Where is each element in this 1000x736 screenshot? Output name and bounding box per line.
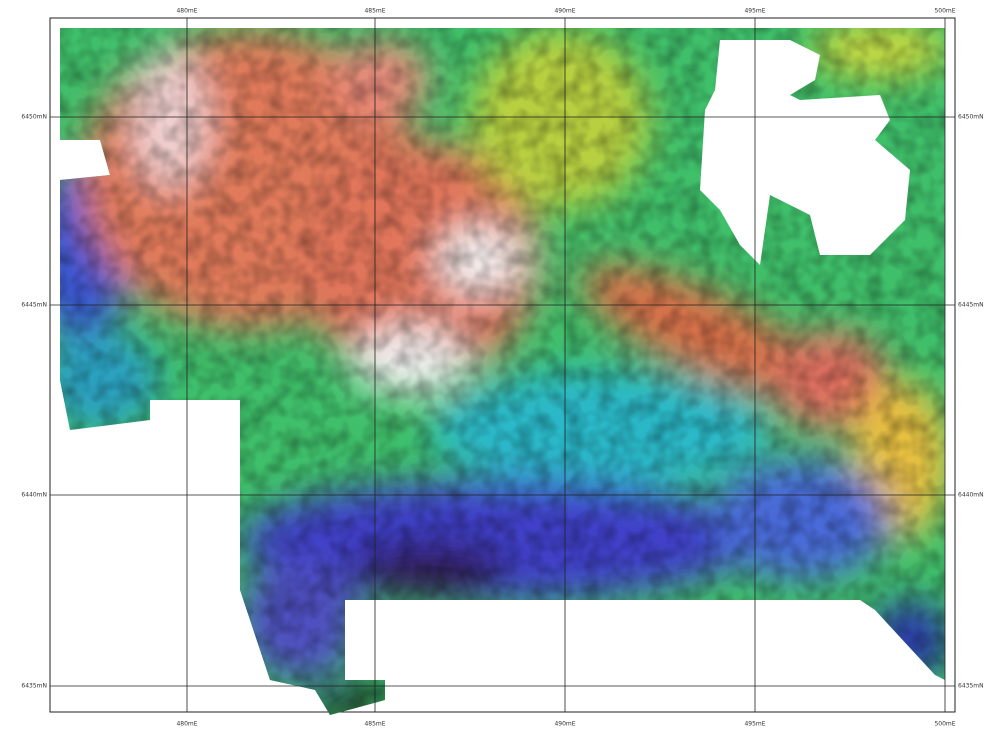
y-label: 6450mN — [21, 114, 47, 121]
map: 480mE 480mE 485mE 485mE 490mE 490mE 495mE 495mE… — [0, 0, 1000, 736]
x-label: 490mE — [554, 8, 575, 15]
x-label: 485mE — [364, 721, 385, 728]
x-label: 480mE — [176, 8, 197, 15]
x-label: 500mE — [934, 8, 955, 15]
x-label: 485mE — [364, 8, 385, 15]
y-label: 6435mN — [21, 683, 47, 690]
y-label: 6450mN — [958, 114, 984, 121]
x-label: 500mE — [934, 721, 955, 728]
x-label: 490mE — [554, 721, 575, 728]
x-label: 495mE — [744, 721, 765, 728]
y-label: 6445mN — [958, 302, 984, 309]
x-label: 480mE — [176, 721, 197, 728]
y-label: 6440mN — [21, 492, 47, 499]
x-label: 495mE — [744, 8, 765, 15]
y-label: 6435mN — [958, 683, 984, 690]
y-label: 6445mN — [21, 302, 47, 309]
y-label: 6440mN — [958, 492, 984, 499]
